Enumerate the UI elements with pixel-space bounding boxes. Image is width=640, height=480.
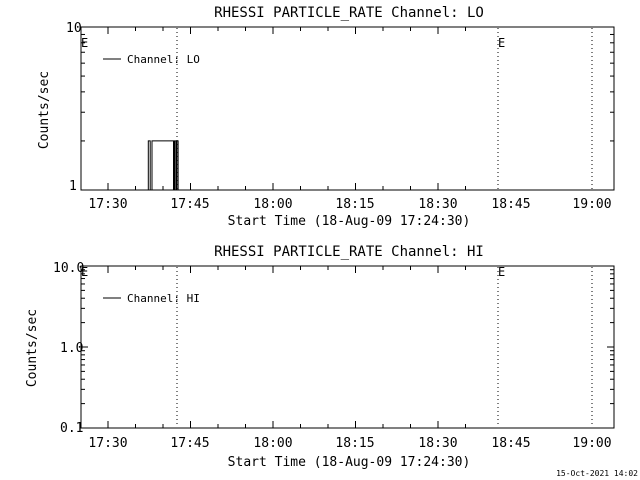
chart-title: RHESSI PARTICLE_RATE Channel: HI bbox=[214, 244, 484, 260]
event-marker-label: E bbox=[498, 36, 505, 50]
y-axis-label: Counts/sec bbox=[37, 71, 52, 149]
x-tick-label: 18:00 bbox=[253, 436, 292, 451]
y-axis-label: Counts/sec bbox=[25, 309, 40, 387]
chart-panel-lo: RHESSI PARTICLE_RATE Channel: LO Counts/… bbox=[37, 5, 615, 229]
series-line-lo bbox=[147, 140, 180, 191]
y-tick-label: 1.0 bbox=[60, 341, 83, 356]
x-tick-label: 19:00 bbox=[572, 197, 611, 212]
x-tick-label: 18:15 bbox=[335, 436, 374, 451]
y-tick-label: 10.0 bbox=[53, 261, 84, 276]
x-tick-label: 18:45 bbox=[491, 197, 530, 212]
x-tick-label: 18:15 bbox=[335, 197, 374, 212]
footer-timestamp: 15-Oct-2021 14:02 bbox=[556, 469, 638, 478]
x-axis-label: Start Time (18-Aug-09 17:24:30) bbox=[228, 455, 471, 470]
x-tick-label: 18:30 bbox=[418, 197, 457, 212]
plot-frame bbox=[80, 265, 615, 429]
x-tick-label: 18:00 bbox=[253, 197, 292, 212]
x-tick-labels: 17:30 17:45 18:00 18:15 18:30 18:45 19:0… bbox=[88, 197, 611, 212]
event-marker-label: E bbox=[81, 265, 88, 279]
axis-ticks bbox=[81, 266, 614, 429]
axis-ticks bbox=[81, 27, 614, 191]
series-group bbox=[147, 140, 180, 191]
x-axis-label: Start Time (18-Aug-09 17:24:30) bbox=[228, 214, 471, 229]
x-tick-label: 18:45 bbox=[491, 436, 530, 451]
chart-title: RHESSI PARTICLE_RATE Channel: LO bbox=[214, 5, 484, 21]
x-tick-label: 19:00 bbox=[572, 436, 611, 451]
x-tick-label: 17:45 bbox=[170, 197, 209, 212]
plot-frame bbox=[80, 26, 615, 191]
x-tick-label: 17:45 bbox=[170, 436, 209, 451]
chart-panel-hi: RHESSI PARTICLE_RATE Channel: HI Counts/… bbox=[25, 244, 615, 470]
y-tick-label: 0.1 bbox=[60, 421, 83, 436]
x-tick-label: 17:30 bbox=[88, 197, 127, 212]
legend-label: Channel: LO bbox=[127, 53, 200, 66]
y-tick-label: 1 bbox=[69, 179, 77, 194]
y-tick-label: 10 bbox=[66, 21, 82, 36]
legend-label: Channel: HI bbox=[127, 292, 200, 305]
x-tick-label: 18:30 bbox=[418, 436, 457, 451]
x-tick-label: 17:30 bbox=[88, 436, 127, 451]
x-tick-labels: 17:30 17:45 18:00 18:15 18:30 18:45 19:0… bbox=[88, 436, 611, 451]
event-marker-label: E bbox=[498, 265, 505, 279]
